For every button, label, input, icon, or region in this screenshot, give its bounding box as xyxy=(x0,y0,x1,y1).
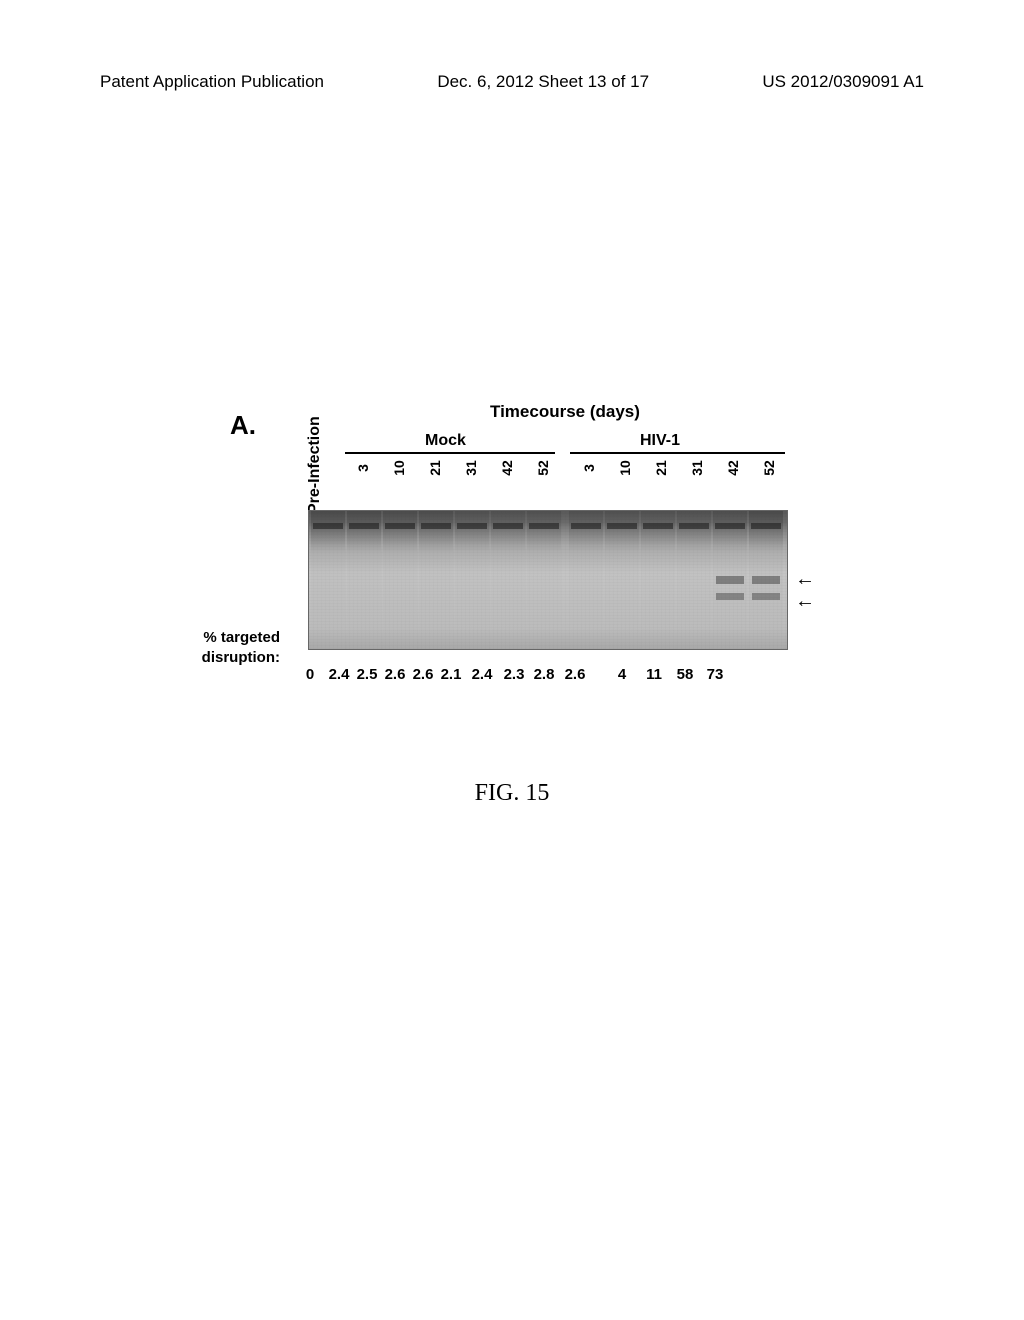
disruption-value: 2.6 xyxy=(381,666,409,683)
gel-band xyxy=(715,523,745,529)
gel-lane xyxy=(347,511,381,649)
arrow-indicator-1: ← xyxy=(795,568,815,591)
disruption-value: 2.4 xyxy=(325,666,353,683)
gel-lane xyxy=(641,511,675,649)
day-label: 42 xyxy=(725,450,741,486)
day-labels-row: 3102131425231021314252 xyxy=(345,460,787,476)
gel-band xyxy=(752,576,780,584)
gel-band xyxy=(643,523,673,529)
group-line-mock xyxy=(345,452,555,454)
group-line-hiv xyxy=(570,452,785,454)
gel-band xyxy=(607,523,637,529)
disruption-label: % targeted disruption: xyxy=(110,628,280,667)
header-center: Dec. 6, 2012 Sheet 13 of 17 xyxy=(437,72,649,92)
gel-band xyxy=(752,593,780,600)
disruption-values-row: 02.42.52.62.62.12.42.32.82.64115873 xyxy=(295,666,729,683)
gel-lane xyxy=(527,511,561,649)
gel-band xyxy=(529,523,559,529)
pre-infection-label: Pre-Infection xyxy=(306,416,324,514)
disruption-value: 2.8 xyxy=(529,666,559,683)
disruption-label-line2: disruption: xyxy=(202,649,280,666)
day-label: 31 xyxy=(689,450,705,486)
gel-band xyxy=(493,523,523,529)
gel-lane xyxy=(383,511,417,649)
gel-band xyxy=(571,523,601,529)
gel-lane xyxy=(419,511,453,649)
day-label: 3 xyxy=(581,450,597,486)
disruption-value: 2.6 xyxy=(559,666,591,683)
disruption-value: 2.1 xyxy=(437,666,465,683)
disruption-value: 73 xyxy=(701,666,729,683)
gel-band xyxy=(716,593,744,600)
figure-caption: FIG. 15 xyxy=(0,780,1024,807)
gel-lane xyxy=(311,511,345,649)
day-label: 52 xyxy=(761,450,777,486)
disruption-value: 2.3 xyxy=(499,666,529,683)
day-label: 42 xyxy=(499,450,515,486)
gel-band xyxy=(349,523,379,529)
header-left: Patent Application Publication xyxy=(100,72,324,92)
panel-label: A. xyxy=(230,410,256,441)
gel-band xyxy=(716,576,744,584)
day-label: 21 xyxy=(427,450,443,486)
gel-lane xyxy=(491,511,525,649)
disruption-value: 0 xyxy=(295,666,325,683)
disruption-value: 2.5 xyxy=(353,666,381,683)
day-label: 3 xyxy=(355,450,371,486)
group-label-mock: Mock xyxy=(425,432,466,450)
disruption-value: 58 xyxy=(669,666,701,683)
gel-lane xyxy=(677,511,711,649)
gel-band xyxy=(457,523,487,529)
gel-band xyxy=(421,523,451,529)
arrow-indicator-2: ← xyxy=(795,590,815,613)
disruption-label-line1: % targeted xyxy=(203,629,280,646)
disruption-value: 4 xyxy=(605,666,639,683)
day-label: 10 xyxy=(391,450,407,486)
header-right: US 2012/0309091 A1 xyxy=(762,72,924,92)
disruption-value: 2.6 xyxy=(409,666,437,683)
gel-image xyxy=(308,510,788,650)
day-label: 10 xyxy=(617,450,633,486)
gel-lane xyxy=(569,511,603,649)
gel-band xyxy=(385,523,415,529)
disruption-value: 2.4 xyxy=(465,666,499,683)
day-label: 31 xyxy=(463,450,479,486)
disruption-value: 11 xyxy=(639,666,669,683)
gel-band xyxy=(679,523,709,529)
day-label: 21 xyxy=(653,450,669,486)
gel-lane xyxy=(605,511,639,649)
timecourse-label: Timecourse (days) xyxy=(490,402,640,422)
gel-band xyxy=(313,523,343,529)
group-label-hiv: HIV-1 xyxy=(640,432,680,450)
page-header: Patent Application Publication Dec. 6, 2… xyxy=(0,72,1024,92)
gel-lane xyxy=(455,511,489,649)
day-label: 52 xyxy=(535,450,551,486)
gel-band xyxy=(751,523,781,529)
